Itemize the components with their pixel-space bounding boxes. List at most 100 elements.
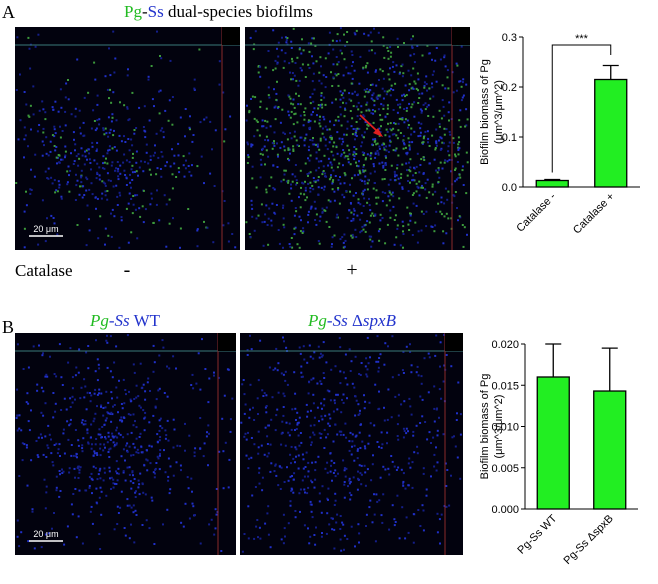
cell-signal — [116, 119, 118, 121]
cell-signal — [321, 418, 323, 420]
cell-signal — [359, 56, 361, 58]
cell-signal — [421, 93, 423, 95]
cell-signal — [374, 384, 376, 386]
cell-signal — [354, 174, 356, 176]
cell-signal — [394, 171, 396, 173]
cell-signal — [265, 189, 267, 191]
cell-signal — [119, 419, 121, 421]
cell-signal — [105, 391, 107, 393]
cell-signal — [154, 469, 156, 471]
cell-signal — [370, 422, 372, 424]
cell-signal — [409, 212, 411, 214]
y-tick-label: 0.3 — [502, 32, 517, 44]
cell-signal — [243, 379, 245, 381]
cell-signal — [290, 187, 292, 189]
cell-signal — [17, 520, 19, 522]
chart: 0.0000.0050.0100.0150.020Biofilm biomass… — [479, 339, 638, 567]
cell-signal — [318, 167, 320, 169]
cell-signal — [464, 126, 466, 128]
cell-signal — [149, 203, 151, 205]
cell-signal — [313, 534, 315, 536]
cell-signal — [335, 119, 337, 121]
cell-signal — [142, 482, 144, 484]
cell-signal — [409, 158, 411, 160]
cell-signal — [357, 523, 359, 525]
cell-signal — [414, 222, 416, 224]
cell-signal — [135, 127, 137, 129]
cell-signal — [94, 120, 96, 122]
cell-signal — [59, 343, 61, 345]
cell-signal — [378, 79, 380, 81]
cell-signal — [392, 192, 394, 194]
cell-signal — [345, 155, 347, 157]
cell-signal — [115, 387, 117, 389]
cell-signal — [439, 366, 441, 368]
cell-signal — [324, 415, 326, 417]
cell-signal — [315, 181, 317, 183]
cell-signal — [288, 522, 290, 524]
cell-signal — [148, 421, 150, 423]
cell-signal — [79, 490, 81, 492]
cell-signal — [297, 103, 299, 105]
cell-signal — [43, 144, 45, 146]
cell-signal — [287, 138, 289, 140]
cell-signal — [378, 357, 380, 359]
cell-signal — [457, 382, 459, 384]
cell-signal — [350, 432, 352, 434]
cell-signal — [409, 149, 411, 151]
cell-signal — [82, 450, 84, 452]
cell-signal — [366, 220, 368, 222]
cell-signal — [273, 88, 275, 90]
cell-signal — [118, 512, 120, 514]
cell-signal — [194, 447, 196, 449]
cell-signal — [343, 394, 345, 396]
cell-signal — [361, 212, 363, 214]
y-tick-label: 0.015 — [491, 380, 519, 392]
cell-signal — [453, 91, 455, 93]
cell-signal — [105, 228, 107, 230]
cell-signal — [111, 236, 113, 238]
cell-signal — [308, 392, 310, 394]
cell-signal — [116, 460, 118, 462]
cell-signal — [364, 401, 366, 403]
cell-signal — [258, 72, 260, 74]
cell-signal — [404, 537, 406, 539]
cell-signal — [348, 209, 350, 211]
cell-signal — [401, 164, 403, 166]
cell-signal — [297, 243, 299, 245]
cell-signal — [254, 230, 256, 232]
cell-signal — [351, 440, 353, 442]
cell-signal — [298, 468, 300, 470]
cell-signal — [379, 219, 381, 221]
cell-signal — [23, 443, 25, 445]
cell-signal — [373, 92, 375, 94]
cell-signal — [193, 88, 195, 90]
cell-signal — [180, 228, 182, 230]
cell-signal — [248, 156, 250, 158]
cell-signal — [417, 366, 419, 368]
cell-signal — [64, 111, 66, 113]
cell-signal — [54, 373, 56, 375]
cell-signal — [360, 483, 362, 485]
cell-signal — [385, 116, 387, 118]
cell-signal — [319, 119, 321, 121]
cell-signal — [365, 485, 367, 487]
cell-signal — [114, 146, 116, 148]
cell-signal — [356, 215, 358, 217]
cell-signal — [216, 514, 218, 516]
cell-signal — [340, 27, 342, 29]
condition-value: - — [124, 259, 131, 281]
cell-signal — [81, 447, 83, 449]
cell-signal — [86, 159, 88, 161]
cell-signal — [366, 128, 368, 130]
cell-signal — [212, 241, 214, 243]
cell-signal — [292, 78, 294, 80]
cell-signal — [291, 58, 293, 60]
cell-signal — [134, 478, 136, 480]
cell-signal — [268, 218, 270, 220]
cell-signal — [334, 504, 336, 506]
cell-signal — [381, 431, 383, 433]
cell-signal — [24, 211, 26, 213]
cell-signal — [324, 468, 326, 470]
